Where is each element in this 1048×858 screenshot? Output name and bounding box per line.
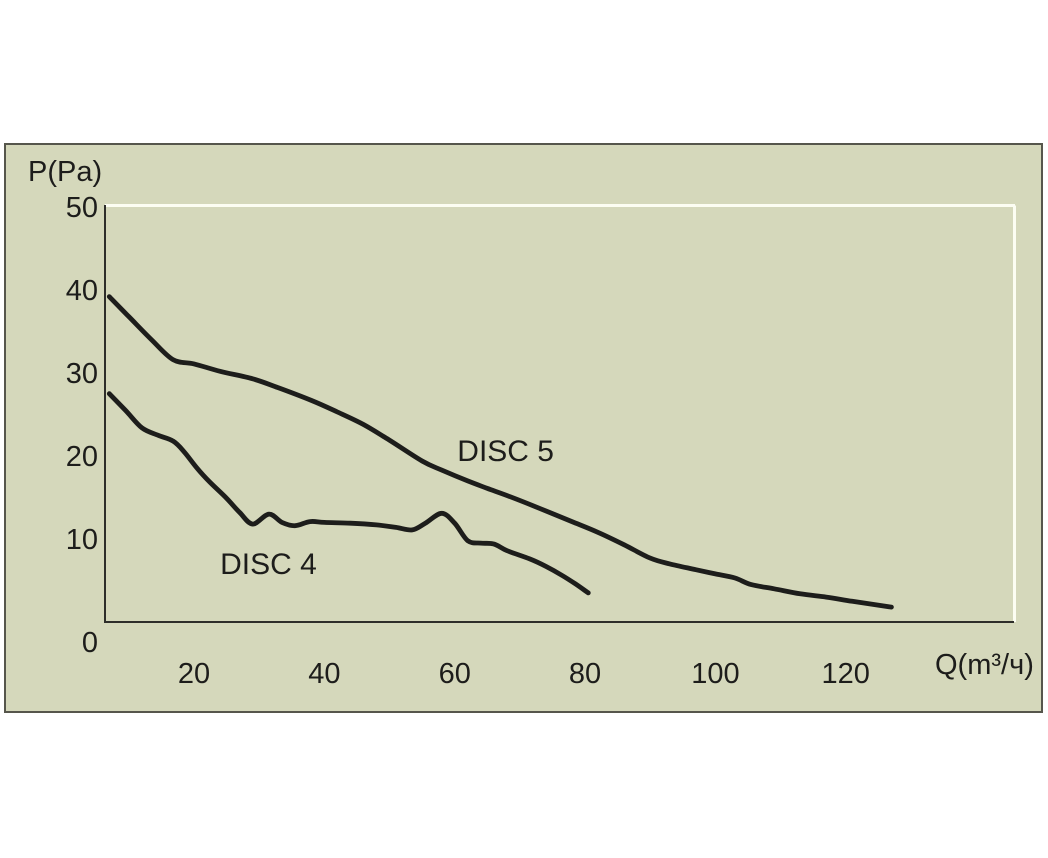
x-tick-label: 80 [569, 658, 601, 690]
x-tick-label: 120 [822, 658, 870, 690]
fan-performance-chart: 0 10 20 30 40 50 20 40 60 80 100 120 DISC 5 DISC 4 [66, 192, 1016, 690]
y-tick-label: 20 [66, 441, 98, 473]
x-tick-label: 20 [178, 658, 210, 690]
series-label-disc-5: DISC 5 [457, 435, 554, 468]
x-axis-title: Q(m³/ч) [935, 649, 1034, 681]
y-tick-label: 30 [66, 358, 98, 390]
x-tick-label: 100 [691, 658, 739, 690]
x-tick-label: 60 [439, 658, 471, 690]
y-tick-label: 10 [66, 524, 98, 556]
chart-panel: P(Pa) Q(m³/ч) 0 10 20 30 40 50 20 40 60 80 100 120 D… [4, 143, 1043, 713]
curve-disc-4 [106, 391, 591, 596]
y-tick-label: 0 [82, 627, 98, 659]
y-tick-label: 50 [66, 192, 98, 224]
x-tick-label: 40 [308, 658, 340, 690]
series-label-disc-4: DISC 4 [220, 548, 317, 581]
curve-disc-5 [106, 294, 894, 610]
y-axis-title: P(Pa) [28, 156, 103, 188]
y-tick-label: 40 [66, 275, 98, 307]
